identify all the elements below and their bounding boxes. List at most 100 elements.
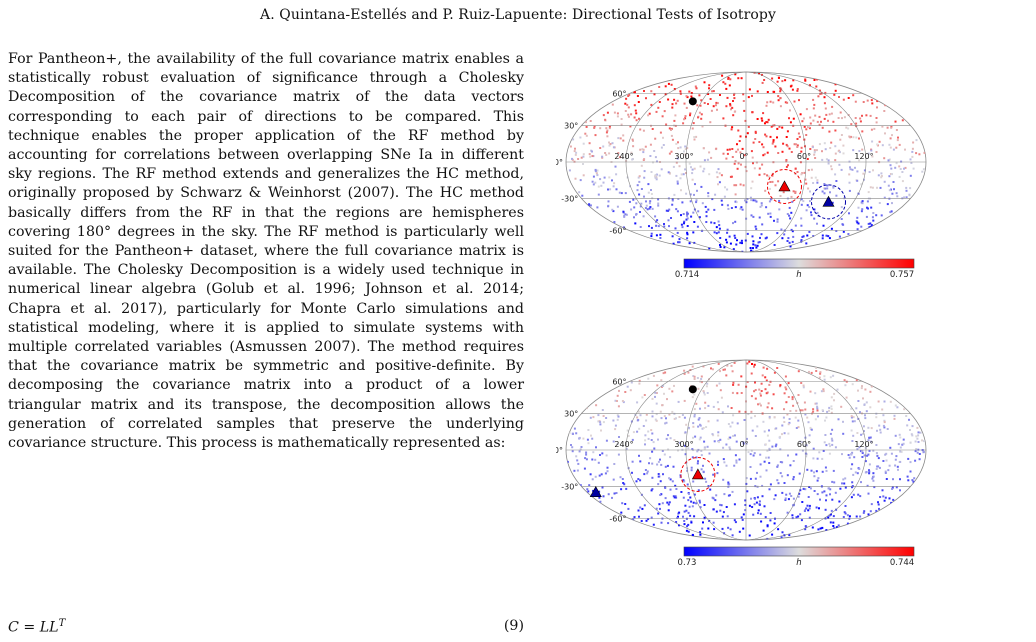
sky-point (779, 472, 782, 475)
sky-point (878, 424, 881, 427)
sky-point (830, 405, 833, 408)
sky-point (861, 450, 864, 453)
sky-point (693, 193, 695, 196)
sky-point (680, 173, 683, 176)
sky-point (650, 226, 653, 229)
sky-point (862, 511, 865, 514)
sky-point (831, 428, 834, 431)
sky-point (883, 499, 886, 502)
sky-point (797, 132, 800, 135)
sky-point (825, 234, 828, 237)
sky-point (815, 85, 818, 88)
sky-point (781, 150, 784, 153)
sky-point (589, 204, 592, 207)
sky-point (884, 496, 887, 499)
sky-point (754, 244, 757, 247)
sky-point (660, 168, 663, 171)
sky-point (657, 198, 660, 201)
sky-point (803, 401, 806, 404)
sky-point (788, 117, 790, 120)
sky-point (769, 380, 772, 383)
sky-point (678, 238, 681, 241)
sky-point (835, 194, 838, 197)
sky-point (864, 414, 866, 417)
sky-point (695, 199, 698, 202)
sky-point (795, 143, 798, 146)
sky-point (749, 466, 752, 468)
sky-point (599, 147, 602, 149)
sky-point (850, 416, 853, 419)
sky-point (624, 110, 627, 112)
sky-point (732, 248, 735, 251)
red-triangle-marker (691, 468, 704, 480)
sky-point (854, 100, 857, 103)
sky-point (749, 196, 752, 199)
sky-point (717, 408, 720, 411)
sky-point (606, 135, 609, 138)
sky-point (695, 456, 698, 459)
sky-point (697, 210, 700, 213)
sky-point (710, 367, 712, 370)
sky-point (824, 187, 827, 190)
sky-point (893, 417, 896, 420)
sky-point (794, 224, 797, 227)
sky-point (830, 165, 833, 168)
sky-point (624, 503, 627, 505)
sky-point (640, 520, 643, 522)
sky-point (735, 201, 738, 204)
sky-point (726, 515, 729, 518)
sky-point (753, 365, 755, 368)
sky-point (636, 95, 639, 97)
sky-point (761, 495, 764, 498)
sky-point (739, 241, 742, 244)
sky-point (676, 516, 679, 519)
sky-point (668, 225, 670, 228)
sky-point (655, 419, 658, 422)
sky-point (593, 126, 596, 129)
sky-point (703, 391, 705, 394)
sky-point (623, 215, 626, 218)
sky-point (602, 145, 605, 148)
sky-point (812, 235, 815, 237)
sky-point (631, 471, 633, 474)
sky-point (805, 134, 808, 136)
sky-point (905, 186, 908, 189)
sky-point (829, 488, 832, 491)
sky-point (789, 121, 792, 124)
sky-point (659, 131, 662, 134)
sky-point (635, 197, 638, 200)
sky-point (701, 427, 704, 430)
sky-point (585, 458, 588, 461)
sky-point (664, 422, 667, 425)
sky-point (802, 117, 805, 120)
sky-point (784, 375, 787, 378)
sky-point (644, 443, 646, 446)
sky-point (712, 90, 715, 93)
sky-point (884, 470, 887, 473)
sky-point (922, 168, 925, 171)
sky-point (826, 184, 829, 187)
sky-point (617, 453, 620, 456)
sky-point (582, 163, 584, 165)
sky-point (823, 96, 826, 99)
sky-point (867, 513, 870, 516)
sky-point (895, 455, 898, 458)
sky-point (703, 159, 706, 162)
sky-point (866, 200, 869, 203)
sky-point (856, 228, 859, 231)
sky-point (790, 195, 793, 198)
colorbar (683, 546, 915, 557)
sky-point (638, 382, 641, 385)
sky-point (655, 224, 658, 227)
sky-point (889, 211, 892, 214)
sky-point (601, 409, 604, 411)
sky-point (808, 507, 811, 510)
sky-point (661, 115, 664, 118)
sky-point (717, 434, 720, 437)
sky-point (781, 424, 784, 427)
sky-point (895, 486, 898, 489)
sky-point (766, 449, 769, 452)
sky-point (847, 454, 850, 456)
sky-point (827, 119, 829, 122)
sky-point (769, 198, 772, 201)
